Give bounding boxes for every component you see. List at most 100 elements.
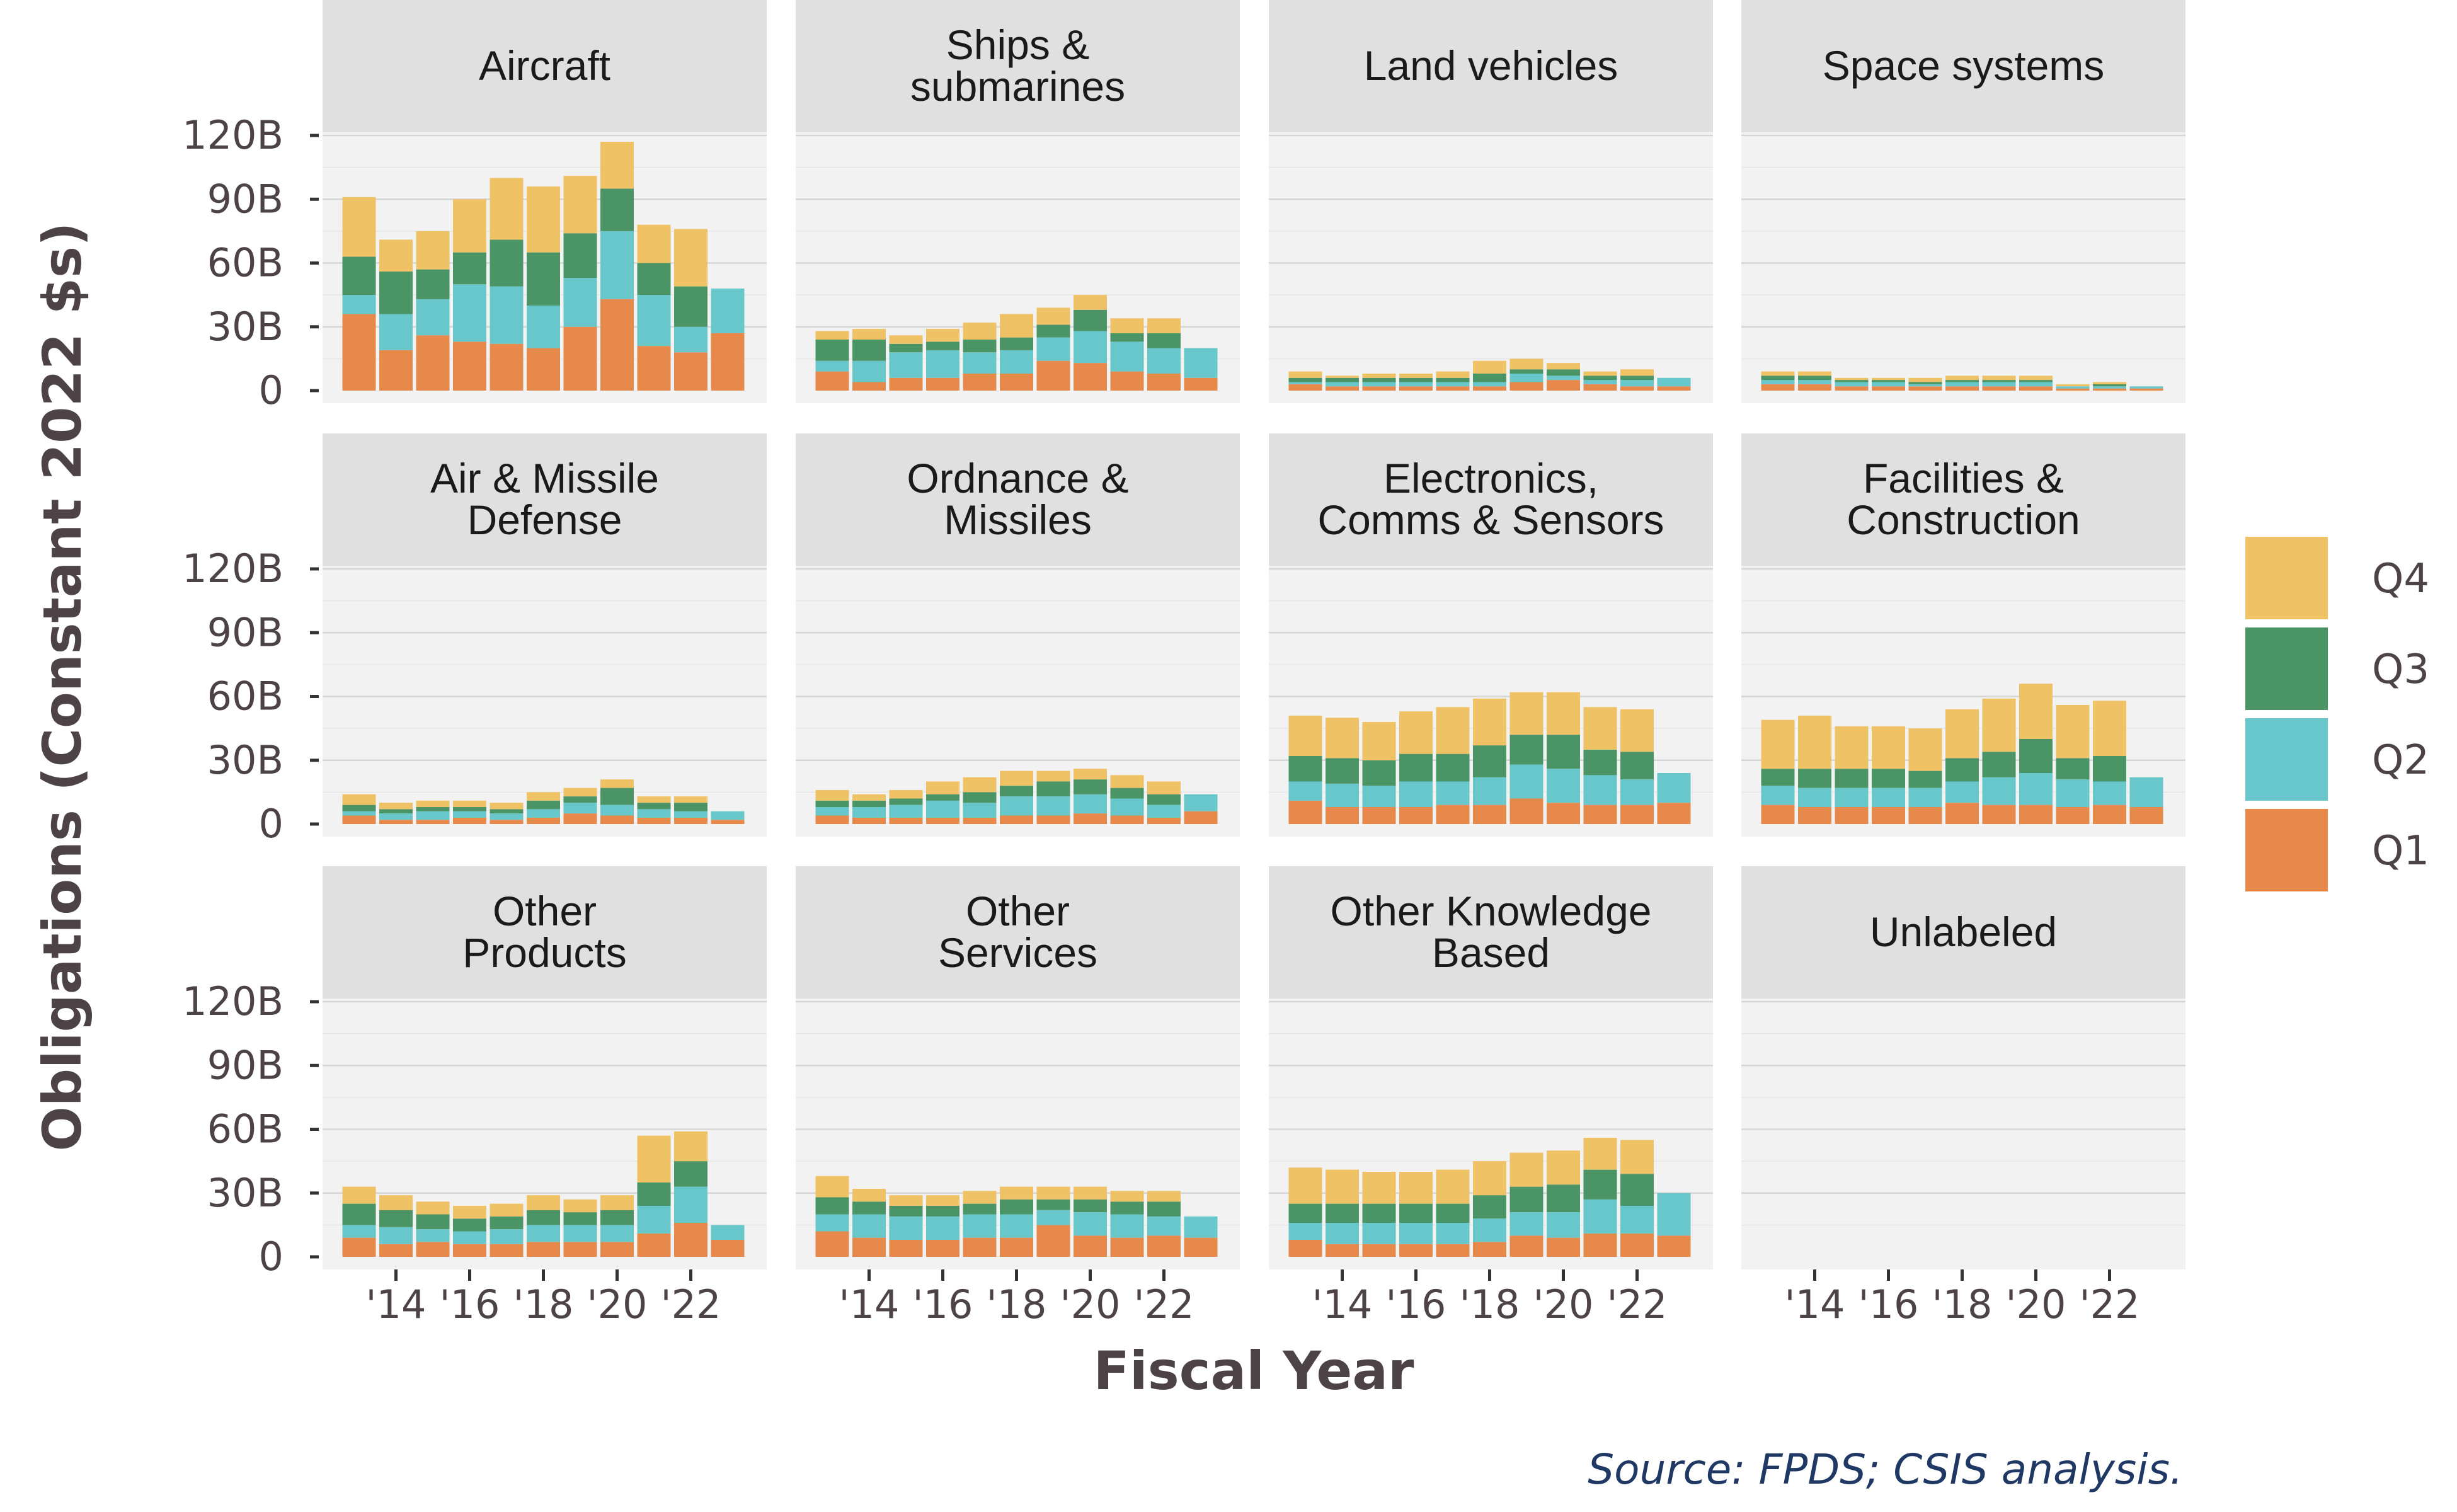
y-tick-label: 120B [182, 546, 284, 592]
bar-segment-q1 [889, 1240, 923, 1257]
bar-segment-q4 [815, 790, 849, 801]
bar-segment-q4 [1547, 692, 1580, 735]
bar-segment-q4 [1908, 728, 1942, 771]
bar-segment-q1 [1000, 1237, 1033, 1257]
bar-segment-q4 [1326, 375, 1359, 378]
bar-segment-q2 [674, 326, 707, 353]
bar-segment-q1 [711, 1240, 745, 1257]
bar-segment-q4 [1036, 1186, 1070, 1200]
bar-segment-q2 [1362, 786, 1396, 807]
bar-segment-q1 [453, 341, 486, 391]
bar-segment-q2 [674, 1186, 707, 1223]
panel-background [1269, 132, 1713, 403]
bar-segment-q4 [1547, 1150, 1580, 1185]
y-tick-label: 60B [207, 673, 284, 719]
bar-segment-q3 [1473, 745, 1506, 777]
bar-segment-q3 [342, 256, 376, 295]
x-tick-label: '14 [366, 1281, 427, 1327]
bar-segment-q2 [1074, 1212, 1107, 1236]
bar-segment-q4 [1583, 1138, 1617, 1170]
bar-segment-q4 [889, 790, 923, 799]
bar-segment-q2 [453, 1231, 486, 1244]
bar-segment-q4 [1761, 719, 1795, 769]
bar-segment-q3 [527, 1210, 560, 1225]
bar-segment-q4 [926, 1195, 959, 1206]
bar-segment-q3 [1326, 377, 1359, 382]
bar-segment-q4 [1982, 698, 2016, 752]
bar-segment-q1 [1872, 807, 1905, 824]
bar-segment-q2 [889, 805, 923, 818]
bar-segment-q2 [1835, 382, 1869, 387]
bar-segment-q4 [1835, 726, 1869, 769]
bar-segment-q4 [1147, 781, 1181, 794]
bar-segment-q3 [1036, 1199, 1070, 1210]
bar-segment-q1 [1326, 1244, 1359, 1257]
bar-segment-q3 [342, 1203, 376, 1225]
bar-segment-q2 [711, 289, 745, 333]
panel-background [1741, 999, 2185, 1269]
bar-segment-q2 [1110, 1214, 1144, 1238]
bar-segment-q4 [1399, 374, 1433, 378]
bar-segment-q2 [1657, 1193, 1691, 1236]
facet-title: Facilities & [1863, 455, 2064, 501]
bar-segment-q4 [600, 1195, 634, 1210]
bar-segment-q2 [1620, 380, 1654, 387]
bar-segment-q2 [1326, 1223, 1359, 1244]
bar-segment-q2 [1147, 1216, 1181, 1236]
bar-segment-q1 [1509, 1235, 1544, 1257]
bar-segment-q3 [416, 807, 450, 811]
bar-segment-q1 [1547, 380, 1580, 391]
bar-segment-q2 [1436, 781, 1470, 805]
bar-segment-q3 [889, 343, 923, 353]
bar-segment-q1 [1399, 807, 1433, 824]
bar-segment-q1 [711, 820, 745, 824]
bar-segment-q4 [379, 239, 413, 272]
bar-segment-q4 [674, 229, 707, 287]
bar-segment-q2 [1945, 781, 1979, 803]
facet-strip [323, 866, 767, 999]
bar-segment-q3 [1620, 1174, 1654, 1206]
bar-segment-q4 [490, 178, 524, 240]
bar-segment-q4 [1326, 718, 1359, 759]
bar-segment-q1 [1326, 807, 1359, 824]
bar-segment-q3 [527, 800, 560, 810]
bar-segment-q1 [852, 382, 886, 391]
bar-segment-q3 [1110, 333, 1144, 342]
bar-segment-q4 [1620, 369, 1654, 376]
bar-segment-q2 [1036, 337, 1070, 361]
bar-segment-q2 [490, 286, 524, 344]
bar-segment-q1 [342, 815, 376, 824]
bar-segment-q3 [416, 269, 450, 299]
bar-segment-q1 [1620, 386, 1654, 391]
bar-segment-q1 [1473, 386, 1506, 391]
bar-segment-q1 [815, 815, 849, 824]
facet-title: Missiles [944, 496, 1092, 543]
bar-segment-q1 [1036, 815, 1070, 824]
y-tick-label: 0 [259, 801, 284, 847]
bar-segment-q1 [674, 817, 707, 824]
facet-title: Other [493, 888, 597, 934]
bar-segment-q3 [1583, 375, 1617, 381]
bar-segment-q2 [1436, 1223, 1470, 1244]
bar-segment-q2 [1583, 380, 1617, 384]
bar-segment-q3 [490, 809, 524, 814]
facet-strip [1741, 433, 2185, 566]
bar-segment-q3 [1326, 758, 1359, 784]
bar-segment-q2 [1547, 769, 1580, 803]
facet-title: Services [938, 929, 1097, 976]
bar-segment-q3 [1147, 1201, 1181, 1217]
bar-segment-q3 [1147, 333, 1181, 348]
bar-segment-q4 [1908, 377, 1942, 382]
legend-key-q4 [2243, 534, 2330, 622]
bar-segment-q1 [416, 1242, 450, 1257]
bar-segment-q1 [1184, 811, 1218, 824]
bar-segment-q3 [889, 1206, 923, 1217]
bar-segment-q2 [342, 811, 376, 816]
bar-segment-q3 [1982, 380, 2016, 382]
bar-segment-q3 [815, 340, 849, 361]
panel-background [1741, 132, 2185, 403]
bar-segment-q1 [1657, 1235, 1691, 1257]
bar-segment-q3 [563, 233, 597, 278]
